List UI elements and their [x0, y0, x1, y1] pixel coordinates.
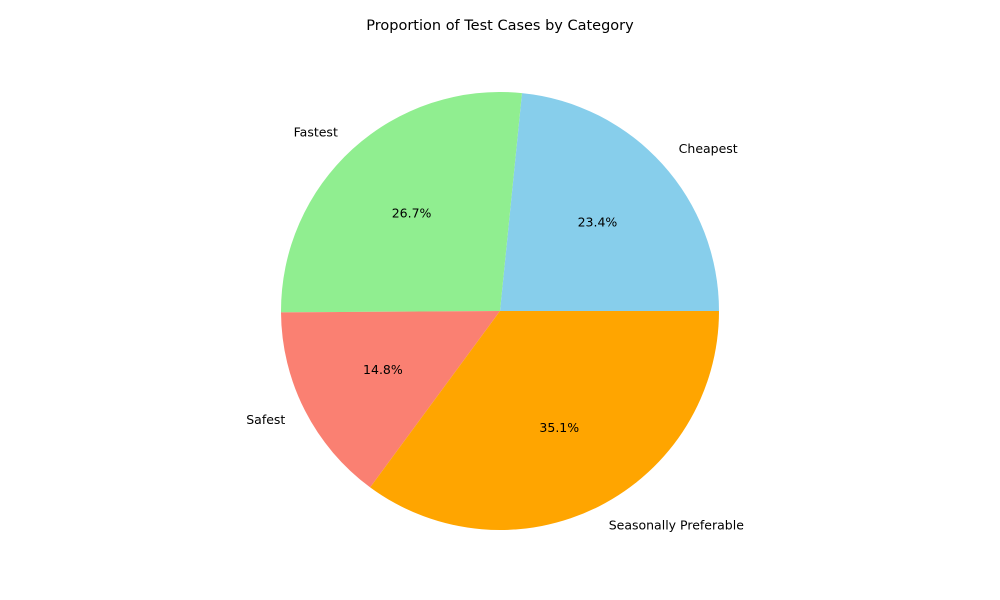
pie-slices [281, 92, 719, 530]
chart-title: Proportion of Test Cases by Category [366, 18, 634, 34]
pie-slice-seasonally-preferable [370, 311, 719, 530]
pie-slice-safest [281, 311, 500, 488]
pie-slice-cheapest [500, 93, 719, 311]
slice-label-safest: Safest [246, 412, 285, 427]
pie-labels: Cheapest 23.4% Fastest 26.7% Safest 14.8% Seas… [246, 124, 744, 532]
slice-label-cheapest: Cheapest [679, 141, 738, 156]
pie-slice-fastest [281, 92, 522, 313]
slice-label-seasonally-preferable: Seasonally Preferable [609, 517, 745, 532]
slice-label-fastest: Fastest [294, 124, 338, 139]
slice-percent-safest: 14.8% [363, 362, 403, 377]
slice-percent-fastest: 26.7% [392, 205, 432, 220]
slice-percent-seasonally-preferable: 35.1% [539, 420, 579, 435]
slice-percent-cheapest: 23.4% [578, 214, 618, 229]
